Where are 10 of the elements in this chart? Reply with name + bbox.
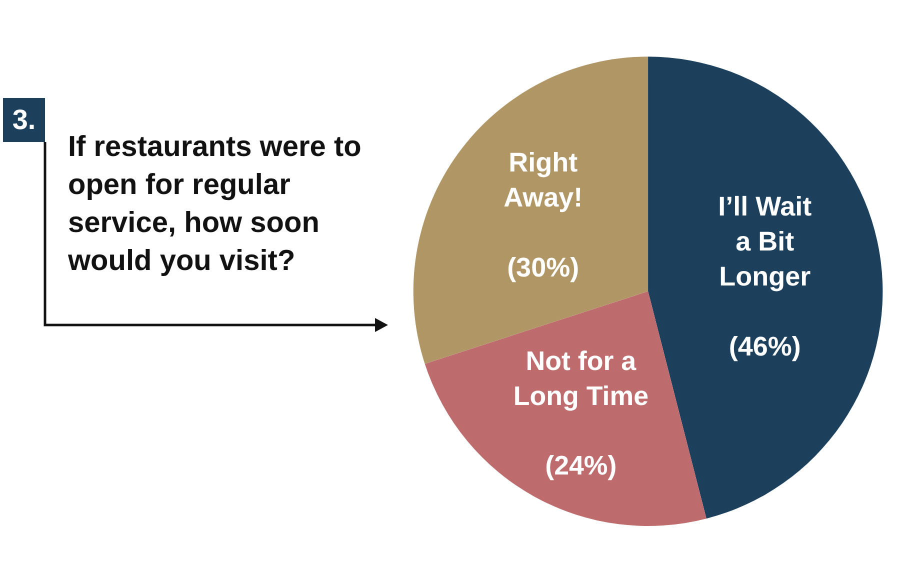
- pie-slice: [424, 291, 706, 526]
- slice-label: Not for a Long Time: [513, 346, 648, 411]
- data-label: (24%): [545, 450, 617, 481]
- text: If restaurants were to open for regular service, how soon would you visit?: [68, 130, 362, 279]
- data-label: (46%): [728, 332, 801, 362]
- slice-label: I’ll Wait a Bit Longer: [718, 191, 812, 292]
- slice-label: Right Away!: [504, 147, 583, 213]
- text: 3.: [3, 98, 45, 142]
- data-label: (30%): [507, 252, 580, 283]
- pie-slice: [648, 56, 882, 519]
